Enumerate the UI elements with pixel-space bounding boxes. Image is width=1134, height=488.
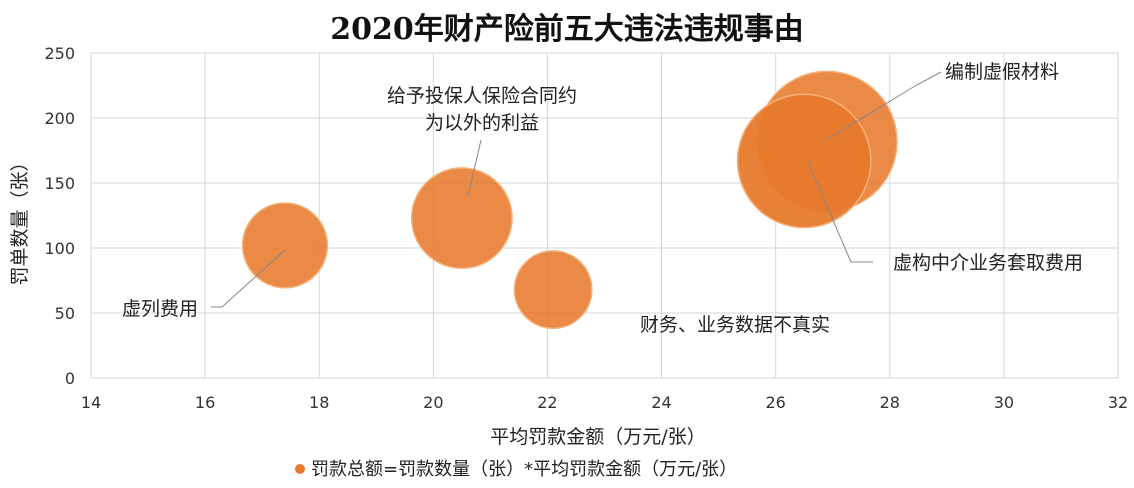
annotation-label-3: 编制虚假材料 xyxy=(945,61,1059,83)
y-tick-label-2: 100 xyxy=(44,239,75,258)
y-axis-title: 罚单数量（张） xyxy=(9,152,31,285)
annotation-label-0: 虚列费用 xyxy=(122,298,198,320)
annotation-line-0-0: 虚列费用 xyxy=(122,298,198,320)
x-axis-title: 平均罚款金额（万元/张） xyxy=(490,426,705,448)
annotation-label-4: 虚构中介业务套取费用 xyxy=(893,252,1083,274)
x-tick-label-9: 32 xyxy=(1108,393,1128,412)
annotation-line-4-0: 虚构中介业务套取费用 xyxy=(893,252,1083,274)
x-tick-label-2: 18 xyxy=(309,393,329,412)
x-tick-label-6: 26 xyxy=(765,393,785,412)
annotation-label-1: 给予投保人保险合同约为以外的利益 xyxy=(387,85,577,134)
annotation-leaders xyxy=(211,71,942,308)
x-tick-label-8: 30 xyxy=(994,393,1014,412)
bubble-4 xyxy=(736,93,872,229)
x-tick-label-0: 14 xyxy=(81,393,101,412)
annotation-line-3-0: 编制虚假材料 xyxy=(945,61,1059,83)
leader-line-4 xyxy=(807,161,873,263)
annotation-line-2-0: 财务、业务数据不真实 xyxy=(640,314,830,336)
legend-label: 罚款总额=罚款数量（张）*平均罚款金额（万元/张） xyxy=(311,459,737,480)
grid-lines xyxy=(90,52,1119,379)
legend-marker xyxy=(295,464,305,474)
bubble-1 xyxy=(410,167,513,270)
y-tick-label-1: 50 xyxy=(55,304,75,323)
bubble-0 xyxy=(241,202,329,289)
leader-line-0 xyxy=(211,249,286,308)
y-tick-label-3: 150 xyxy=(44,174,75,193)
y-tick-label-5: 250 xyxy=(44,44,75,63)
y-tick-label-4: 200 xyxy=(44,109,75,128)
annotation-line-1-1: 为以外的利益 xyxy=(425,112,539,134)
y-tick-label-0: 0 xyxy=(65,369,75,388)
bubble-2 xyxy=(513,250,593,330)
x-tick-label-1: 16 xyxy=(195,393,215,412)
annotation-label-2: 财务、业务数据不真实 xyxy=(640,314,830,336)
x-tick-label-4: 22 xyxy=(537,393,557,412)
leader-line-1 xyxy=(467,139,482,197)
x-tick-label-5: 24 xyxy=(651,393,671,412)
chart-title: 2020年财产险前五大违法违规事由 xyxy=(330,12,804,47)
x-tick-label-3: 20 xyxy=(423,393,443,412)
leader-line-3 xyxy=(825,71,942,141)
tick-labels: 14 16 18 20 22 24 26 28 30 32 0 50 100 150 200 250 xyxy=(44,44,1128,412)
annotation-line-1-0: 给予投保人保险合同约 xyxy=(387,85,577,107)
legend: 罚款总额=罚款数量（张）*平均罚款金额（万元/张） xyxy=(295,459,737,480)
x-tick-label-7: 28 xyxy=(880,393,900,412)
bubbles xyxy=(241,70,898,330)
